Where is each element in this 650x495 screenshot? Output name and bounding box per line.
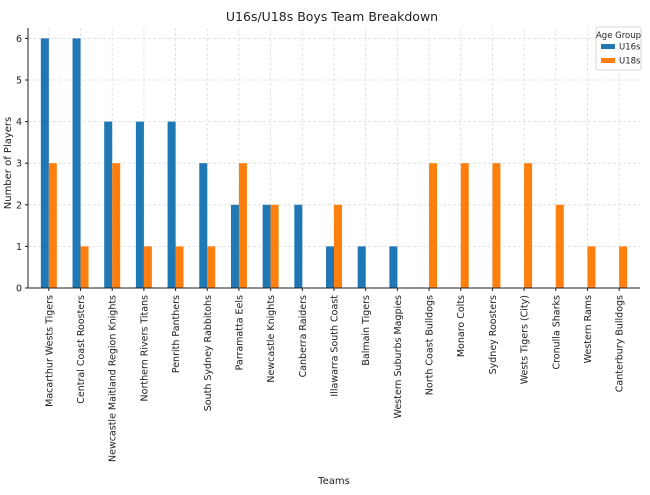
y-tick-label: 4 — [16, 117, 22, 128]
bars — [40, 38, 628, 289]
x-tick-label: Northern Rivers Titans — [139, 295, 150, 401]
x-tick-label: South Sydney Rabbitohs — [203, 295, 214, 411]
legend-swatch-u18s — [601, 58, 615, 63]
bar-u18s-17 — [587, 246, 596, 288]
bar-u18s-9 — [334, 204, 342, 288]
x-tick-label: Western Rams — [583, 295, 594, 363]
x-tick-label: Monaro Colts — [456, 295, 467, 357]
x-tick-label: Newcastle Maitland Region Knights — [108, 295, 119, 462]
x-tick-label: Illawarra South Coast — [330, 295, 341, 397]
bar-u18s-6 — [238, 163, 247, 288]
x-tick-label: Canberra Raiders — [298, 295, 309, 377]
bar-u18s-14 — [492, 163, 501, 288]
x-tick-label: Wests Tigers (City) — [520, 295, 531, 384]
y-ticks: 0 1 2 3 4 5 6 — [16, 34, 28, 295]
bar-u18s-0 — [48, 163, 57, 288]
x-tick-label: Cronulla Sharks — [551, 295, 562, 370]
legend: Age Group U16s U18s — [595, 26, 642, 71]
bar-u18s-13 — [460, 163, 469, 288]
x-tick-label: Penrith Panthers — [171, 295, 182, 373]
y-tick-label: 3 — [16, 159, 22, 170]
x-tick-label: Canterbury Bulldogs — [615, 295, 626, 392]
bar-u18s-7 — [270, 204, 279, 288]
bar-u18s-3 — [143, 246, 152, 288]
bar-u18s-5 — [207, 246, 216, 288]
bar-u16s-5 — [199, 163, 208, 288]
chart-title: U16s/U18s Boys Team Breakdown — [226, 9, 438, 24]
bar-u16s-8 — [294, 204, 303, 288]
x-tick-label: Sydney Roosters — [488, 295, 499, 374]
legend-label-u16s: U16s — [619, 43, 641, 53]
legend-label-u18s: U18s — [619, 57, 641, 67]
bar-u16s-11 — [389, 246, 398, 288]
bar-u16s-2 — [104, 121, 113, 288]
x-tick-label: North Coast Bulldogs — [425, 295, 436, 395]
x-axis-label: Teams — [317, 476, 350, 487]
legend-title: Age Group — [596, 31, 641, 41]
bar-u16s-10 — [357, 246, 366, 288]
bar-u18s-1 — [80, 246, 89, 288]
x-tick-label: Newcastle Knights — [266, 295, 277, 383]
bar-u18s-2 — [112, 163, 121, 288]
x-tick-label: Balmain Tigers — [361, 295, 372, 366]
bar-u18s-4 — [175, 246, 184, 288]
bar-u16s-4 — [167, 121, 176, 288]
y-tick-label: 2 — [16, 200, 22, 211]
x-tick-label: Macarthur Wests Tigers — [44, 295, 55, 407]
x-tick-label: Western Suburbs Magpies — [393, 295, 404, 419]
y-axis-label: Number of Players — [3, 117, 14, 210]
y-tick-label: 1 — [16, 242, 22, 253]
y-tick-label: 0 — [16, 284, 22, 295]
x-ticks: Macarthur Wests Tigers Central Coast Roos… — [44, 288, 626, 462]
bar-u16s-3 — [135, 121, 144, 288]
x-tick-label: Central Coast Roosters — [76, 295, 87, 404]
bar-u18s-18 — [619, 246, 628, 288]
bar-u16s-0 — [40, 38, 49, 289]
bar-u18s-16 — [555, 204, 564, 288]
bar-u16s-1 — [72, 38, 81, 289]
bar-u16s-7 — [262, 204, 271, 288]
y-tick-label: 5 — [16, 76, 22, 87]
y-tick-label: 6 — [16, 34, 22, 45]
legend-swatch-u16s — [601, 44, 615, 49]
bar-u18s-12 — [429, 163, 438, 288]
x-tick-label: Parramatta Eels — [234, 295, 245, 370]
bar-u16s-9 — [326, 246, 334, 288]
bar-u16s-6 — [230, 204, 239, 288]
bar-u18s-15 — [524, 163, 533, 288]
